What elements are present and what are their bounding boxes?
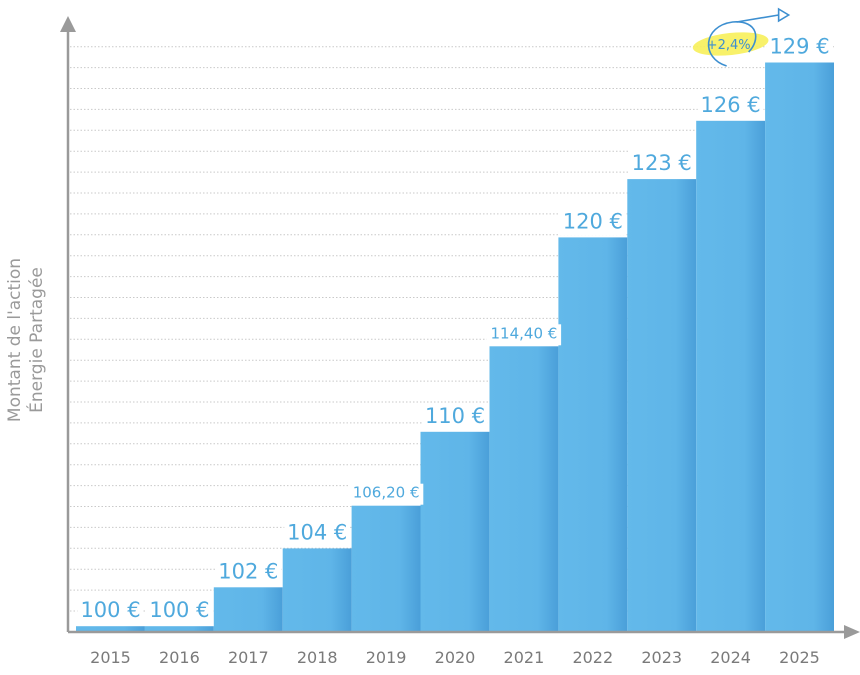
value-label-bg [348,483,424,505]
value-label-bg [422,402,488,430]
value-label-bg [146,597,213,625]
value-label-bg [77,597,144,625]
bar-2021 [489,346,559,632]
bars [76,62,834,633]
value-label-2023: 123 € [632,151,692,175]
value-label-bg [766,33,833,61]
value-label-2021: 114,40 € [491,324,558,342]
bar-2017 [213,587,283,632]
value-label-bg [559,208,626,236]
x-tick-2024: 2024 [710,648,751,667]
value-label-2019: 106,20 € [353,484,420,502]
value-label-bg [284,519,351,547]
x-tick-2019: 2019 [366,648,407,667]
highlight-mark [692,32,769,56]
bar-2020 [420,431,490,632]
y-axis-label: Montant de l'action Énergie Partagée [5,258,47,422]
value-label-2022: 120 € [563,209,623,233]
value-label-bg [628,150,695,178]
bar-2016 [144,626,214,632]
bar-2023 [627,179,697,632]
x-tick-2022: 2022 [572,648,613,667]
value-label-2020: 110 € [425,404,485,428]
x-tick-2020: 2020 [435,648,476,667]
value-label-bg [697,91,764,119]
y-axis-arrow [60,16,76,32]
arrow-line [736,14,779,23]
x-tick-2018: 2018 [297,648,338,667]
value-label-2024: 126 € [701,93,761,117]
x-tick-2021: 2021 [504,648,545,667]
bar-2024 [696,120,766,633]
value-label-2018: 104 € [287,520,347,544]
value-label-2017: 102 € [218,559,278,583]
x-tick-labels: 2015 2016 2017 2018 2019 2020 2021 2022 2023 2024… [90,648,820,667]
value-label-2025: 129 € [769,35,829,59]
y-axis-label-line: Énergie Partagée [25,267,47,413]
bar-2022 [558,237,628,632]
bar-2015 [76,626,145,632]
bar-2018 [282,548,352,632]
bar-2025 [765,62,834,632]
circle-stroke [707,21,757,67]
value-label-bg [215,558,282,586]
x-tick-2017: 2017 [228,648,269,667]
arrow-head-icon [777,7,791,23]
x-tick-2015: 2015 [90,648,131,667]
value-label-2016: 100 € [149,598,209,622]
x-tick-2023: 2023 [641,648,682,667]
value-label-bg [486,324,562,346]
growth-annotation: +2,4% [692,7,791,67]
x-axis-arrow [844,625,860,639]
y-axis-label-line: Montant de l'action [5,258,25,422]
value-label-2015: 100 € [80,598,140,622]
bar-2019 [351,505,421,632]
x-tick-2025: 2025 [779,648,820,667]
x-tick-2016: 2016 [159,648,200,667]
value-labels: 100 € 100 € 102 € 104 € 106,20 € 110 € 114,40 … [77,33,833,625]
axes [60,16,860,639]
growth-annotation-text: +2,4% [707,38,751,53]
